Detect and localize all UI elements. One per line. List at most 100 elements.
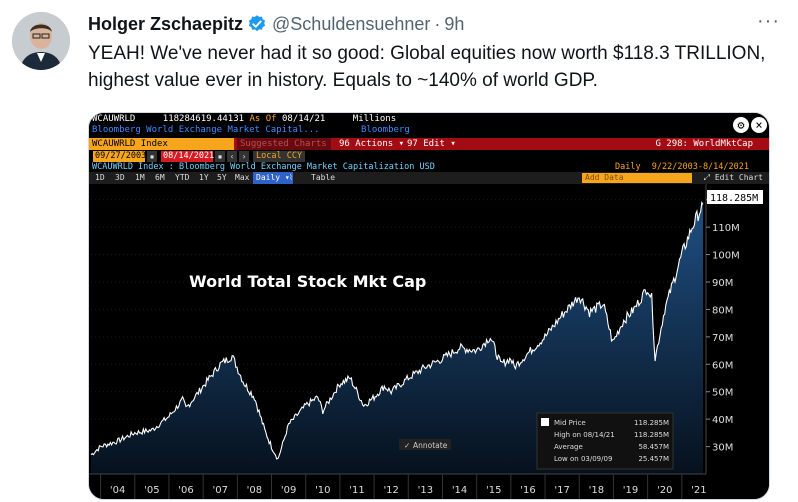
tweet-header: Holger Zschaepitz @Schuldensuehner · 9h xyxy=(88,12,464,36)
frequency-range: Daily 9/22/2003-8/14/2021 xyxy=(615,162,749,173)
currency-select[interactable]: Local CCY xyxy=(253,151,306,162)
x-tick-label: '17 xyxy=(554,485,569,496)
asof-label: As Of xyxy=(249,114,277,124)
legend-label: Mid Price xyxy=(554,419,586,427)
annotate-icon: ✓ xyxy=(404,441,410,450)
period-1m[interactable]: 1M xyxy=(135,173,145,182)
annotate-label: Annotate xyxy=(413,441,448,450)
y-tick-label: 70M xyxy=(712,333,733,344)
period-6m[interactable]: 6M xyxy=(155,173,165,182)
scroll-right-icon[interactable]: › xyxy=(239,151,249,162)
author-name[interactable]: Holger Zschaepitz xyxy=(88,13,244,34)
y-tick-label: 90M xyxy=(712,278,733,289)
period-1y[interactable]: 1Y xyxy=(199,173,209,182)
x-tick-label: '12 xyxy=(383,485,398,496)
x-tick-label: '15 xyxy=(486,485,501,496)
period-3d[interactable]: 3D xyxy=(115,173,125,182)
avatar[interactable] xyxy=(12,12,70,70)
y-tick-label: 50M xyxy=(712,388,733,399)
last-price-tag: 118.285M xyxy=(707,190,763,204)
x-tick-label: '20 xyxy=(657,485,672,496)
tweet-text: YEAH! We've never had it so good: Global… xyxy=(88,43,766,91)
edit-chart-button[interactable]: ⤢ Edit Chart xyxy=(703,173,763,182)
edit-menu[interactable]: 97 Edit ▾ xyxy=(407,139,456,149)
x-tick-label: '09 xyxy=(281,485,296,496)
terminal-header-row: WCAUWRLD 118284619.44131 As Of 08/14/21 … xyxy=(92,114,396,125)
index-description: Bloomberg World Exchange Market Capital.… xyxy=(92,125,320,135)
chart-title: World Total Stock Mkt Cap xyxy=(189,272,426,291)
y-tick-label: 100M xyxy=(712,251,740,262)
scroll-left-icon[interactable]: ‹ xyxy=(227,151,237,162)
verified-badge-icon xyxy=(247,14,267,34)
legend-value: 58.457M xyxy=(638,443,669,451)
x-tick-label: '08 xyxy=(247,485,262,496)
avatar-image xyxy=(12,12,70,70)
period-1d[interactable]: 1D xyxy=(95,173,105,182)
x-tick-label: '18 xyxy=(589,485,604,496)
units-label: Millions xyxy=(352,114,397,124)
calendar-icon[interactable]: ▪ xyxy=(147,151,157,162)
date-range-label: 9/22/2003-8/14/2021 xyxy=(651,162,749,172)
series-line xyxy=(90,201,704,460)
table-button[interactable]: Table xyxy=(311,173,336,182)
x-tick-label: '13 xyxy=(418,485,433,496)
legend-value: 118.285M xyxy=(634,419,669,427)
legend-box: Mid Price 118.285M High on 08/14/21 118.… xyxy=(536,412,674,470)
legend-label: Average xyxy=(554,443,583,451)
y-tick-label: 40M xyxy=(712,415,733,426)
ticker-label: WCAUWRLD xyxy=(92,114,136,124)
last-price-label: 118.285M xyxy=(710,193,758,204)
y-axis-ticks: 30M40M50M60M70M80M90M100M110M120M xyxy=(706,196,740,454)
chart-subtitle: WCAUWRLD Index : Bloomberg World Exchang… xyxy=(92,162,435,172)
period-max[interactable]: Max xyxy=(235,173,250,182)
terminal-desc-row: Bloomberg World Exchange Market Capital.… xyxy=(92,125,410,136)
chart-code-label: G 298: WorldMktCap xyxy=(655,139,753,149)
y-tick-label: 60M xyxy=(712,360,733,371)
legend-value: 118.285M xyxy=(634,431,669,439)
calendar-icon[interactable]: ▪ xyxy=(215,151,225,162)
source-label: Bloomberg xyxy=(361,125,410,135)
x-tick-label: '05 xyxy=(144,485,159,496)
x-tick-label: '14 xyxy=(452,485,467,496)
actions-menu[interactable]: 96 Actions ▾ xyxy=(339,139,405,149)
market-cap-chart: 30M40M50M60M70M80M90M100M110M120M '04'05… xyxy=(89,184,763,499)
frequency-dropdown[interactable]: Daily ▾ xyxy=(253,172,293,184)
close-icon[interactable]: × xyxy=(751,117,767,133)
author-handle[interactable]: @Schuldensuehner xyxy=(272,13,431,34)
legend-label: High on 08/14/21 xyxy=(554,431,615,439)
frequency-label: Daily xyxy=(615,162,641,172)
start-date-field[interactable]: 09/27/2003 xyxy=(93,151,147,162)
asof-date: 08/14/21 xyxy=(282,114,326,124)
x-tick-label: '06 xyxy=(178,485,193,496)
x-tick-label: '21 xyxy=(691,485,706,496)
legend-value: 25.457M xyxy=(638,455,669,463)
last-value: 118284619.44131 xyxy=(162,114,245,124)
bloomberg-terminal-screenshot: WCAUWRLD 118284619.44131 As Of 08/14/21 … xyxy=(89,113,769,499)
x-axis-ticks: '04 '05 '06 '07 '08 '09 '10 '11 '12 '13 '14 '15 '16 '… xyxy=(100,474,707,499)
end-date-field[interactable]: 08/14/2021 xyxy=(161,151,215,162)
y-tick-label: 110M xyxy=(712,223,740,234)
add-data-field[interactable]: Add Data xyxy=(582,173,692,183)
series-area xyxy=(91,202,703,474)
more-dots-icon[interactable]: ··· xyxy=(757,10,780,32)
y-tick-label: 30M xyxy=(712,443,733,454)
x-tick-label: '04 xyxy=(110,485,125,496)
chart-type-icon[interactable]: ⌇ xyxy=(289,173,293,182)
tweet-media-image[interactable]: WCAUWRLD 118284619.44131 As Of 08/14/21 … xyxy=(88,112,770,500)
legend-swatch xyxy=(541,418,549,426)
tab-index-name[interactable]: WCAUWRLD Index xyxy=(89,138,234,150)
legend-label: Low on 03/09/09 xyxy=(554,455,612,463)
x-tick-label: '10 xyxy=(315,485,330,496)
x-tick-label: '19 xyxy=(623,485,638,496)
annotate-button[interactable]: ✓ Annotate xyxy=(399,439,451,450)
separator-dot: · xyxy=(434,13,441,34)
x-tick-label: '11 xyxy=(349,485,364,496)
y-tick-label: 80M xyxy=(712,305,733,316)
period-ytd[interactable]: YTD xyxy=(175,173,190,182)
x-tick-label: '07 xyxy=(212,485,227,496)
period-5y[interactable]: 5Y xyxy=(217,173,227,182)
tab-suggested-charts[interactable]: Suggested Charts xyxy=(237,138,331,150)
tweet-timestamp[interactable]: 9h xyxy=(444,13,465,34)
settings-icon[interactable]: ⚙ xyxy=(733,117,749,133)
